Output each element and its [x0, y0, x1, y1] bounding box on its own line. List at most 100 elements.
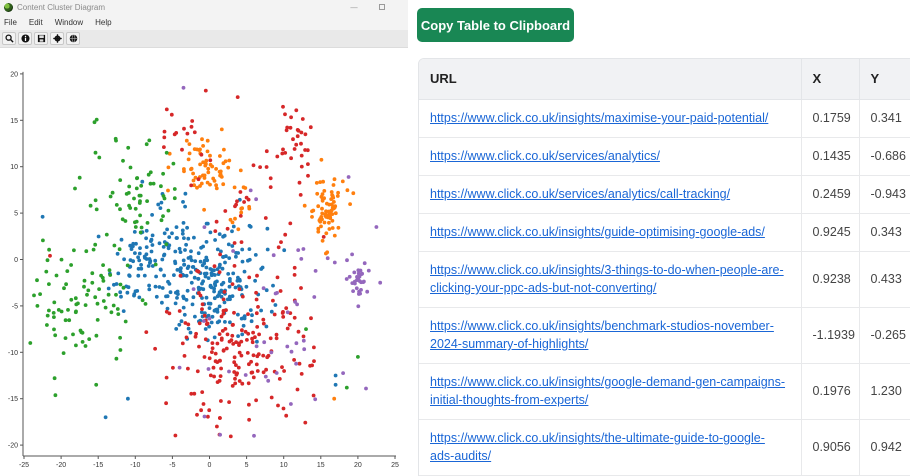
url-link[interactable]: https://www.click.co.uk/insights/google-…	[430, 375, 786, 407]
scatter-point	[132, 230, 137, 234]
scatter-point	[162, 273, 167, 278]
web-button[interactable]	[66, 32, 80, 45]
scatter-point	[354, 286, 359, 291]
scatter-point	[186, 326, 191, 331]
scatter-point	[268, 336, 273, 341]
scatter-point	[162, 145, 166, 149]
url-link[interactable]: https://www.click.co.uk/insights/guide-o…	[430, 225, 765, 239]
scatter-point	[302, 203, 307, 208]
scatter-point	[148, 181, 153, 186]
scatter-point	[241, 323, 246, 328]
menu-help[interactable]: Help	[95, 17, 112, 27]
scatter-point	[248, 308, 253, 312]
scatter-point	[47, 308, 51, 313]
scatter-point	[254, 197, 258, 202]
scatter-point	[294, 341, 299, 346]
x-value-cell: -1.1939	[801, 307, 860, 364]
scatter-point	[202, 173, 207, 178]
scatter-point	[53, 393, 58, 398]
scatter-point	[172, 187, 177, 191]
scatter-point	[94, 207, 99, 212]
scatter-point	[137, 251, 142, 256]
scatter-point	[177, 246, 182, 251]
scatter-point	[254, 297, 259, 302]
scatter-point	[258, 165, 262, 169]
scatter-point	[157, 285, 162, 289]
scatter-point	[327, 227, 332, 231]
scatter-point	[230, 244, 235, 248]
scatter-point	[164, 309, 169, 314]
scatter-point	[234, 202, 239, 207]
y-value-cell: 0.942	[859, 419, 910, 476]
scatter-point	[210, 346, 215, 351]
scatter-point	[142, 273, 147, 278]
scatter-point	[228, 217, 233, 222]
scatter-point	[272, 312, 277, 317]
scatter-point	[203, 337, 208, 342]
scatter-point	[187, 151, 192, 156]
scatter-point	[174, 225, 179, 230]
scatter-point	[255, 354, 260, 359]
scatter-point	[219, 175, 224, 179]
scatter-point	[275, 275, 280, 280]
menu-edit[interactable]: Edit	[28, 17, 43, 27]
globe-icon	[69, 34, 77, 43]
scatter-point	[321, 235, 326, 239]
url-link[interactable]: https://www.click.co.uk/insights/benchma…	[430, 319, 774, 351]
menu-file[interactable]: File	[4, 17, 17, 27]
scatter-point	[324, 231, 329, 236]
scatter-point	[299, 153, 304, 158]
info-button[interactable]	[18, 32, 32, 45]
scatter-point	[193, 259, 198, 263]
scatter-point	[53, 333, 58, 338]
menu-window[interactable]: Window	[54, 17, 84, 27]
scatter-point	[172, 196, 177, 201]
scatter-point	[284, 413, 289, 418]
scatter-point	[253, 253, 258, 257]
scatter-point	[237, 197, 242, 202]
url-link[interactable]: https://www.click.co.uk/insights/the-ult…	[430, 431, 765, 463]
scatter-point	[173, 259, 177, 264]
scatter-point	[365, 289, 370, 294]
scatter-point	[198, 162, 203, 167]
scatter-point	[153, 346, 158, 351]
scatter-point	[240, 332, 245, 337]
scatter-point	[97, 287, 101, 291]
scatter-point	[324, 215, 328, 219]
copy-table-button[interactable]: Copy Table to Clipboard	[417, 8, 574, 42]
x-value-cell: 0.2459	[801, 175, 860, 214]
scatter-point	[72, 248, 76, 253]
scatter-point	[259, 308, 263, 313]
scatter-point	[140, 179, 145, 184]
save-button[interactable]	[34, 32, 48, 45]
scatter-point	[320, 198, 325, 203]
scatter-point	[32, 293, 36, 298]
url-link[interactable]: https://www.click.co.uk/services/analyti…	[430, 149, 660, 163]
settings-button[interactable]	[50, 32, 64, 45]
y-tick-label: -20	[8, 443, 18, 450]
scatter-point	[83, 303, 88, 307]
scatter-point	[185, 131, 190, 136]
scatter-point	[164, 401, 169, 406]
scatter-point	[125, 290, 130, 295]
x-tick-label: -5	[169, 462, 175, 469]
url-link[interactable]: https://www.click.co.uk/insights/maximis…	[430, 111, 769, 125]
scatter-point	[213, 359, 218, 364]
scatter-point	[233, 285, 238, 290]
scatter-point	[285, 310, 290, 315]
url-link[interactable]: https://www.click.co.uk/services/analyti…	[430, 187, 731, 201]
scatter-point	[223, 327, 228, 331]
scatter-point	[175, 268, 180, 272]
zoom-button[interactable]	[2, 32, 16, 45]
maximize-button[interactable]	[371, 0, 393, 14]
scatter-point	[212, 289, 217, 294]
scatter-point	[117, 247, 122, 252]
url-link[interactable]: https://www.click.co.uk/insights/3-thing…	[430, 263, 784, 295]
scatter-point	[356, 355, 360, 359]
scatter-point	[119, 237, 124, 242]
scatter-point	[357, 292, 361, 296]
scatter-point	[175, 236, 179, 240]
table-row: https://www.click.co.uk/services/analyti…	[419, 137, 910, 176]
axes: -20 -15 -10 -5 0 5 10 15 20 -25 -20 -15 -10 -5 0 5 10 15 2…	[8, 71, 399, 469]
minimize-button[interactable]: —	[350, 2, 358, 12]
